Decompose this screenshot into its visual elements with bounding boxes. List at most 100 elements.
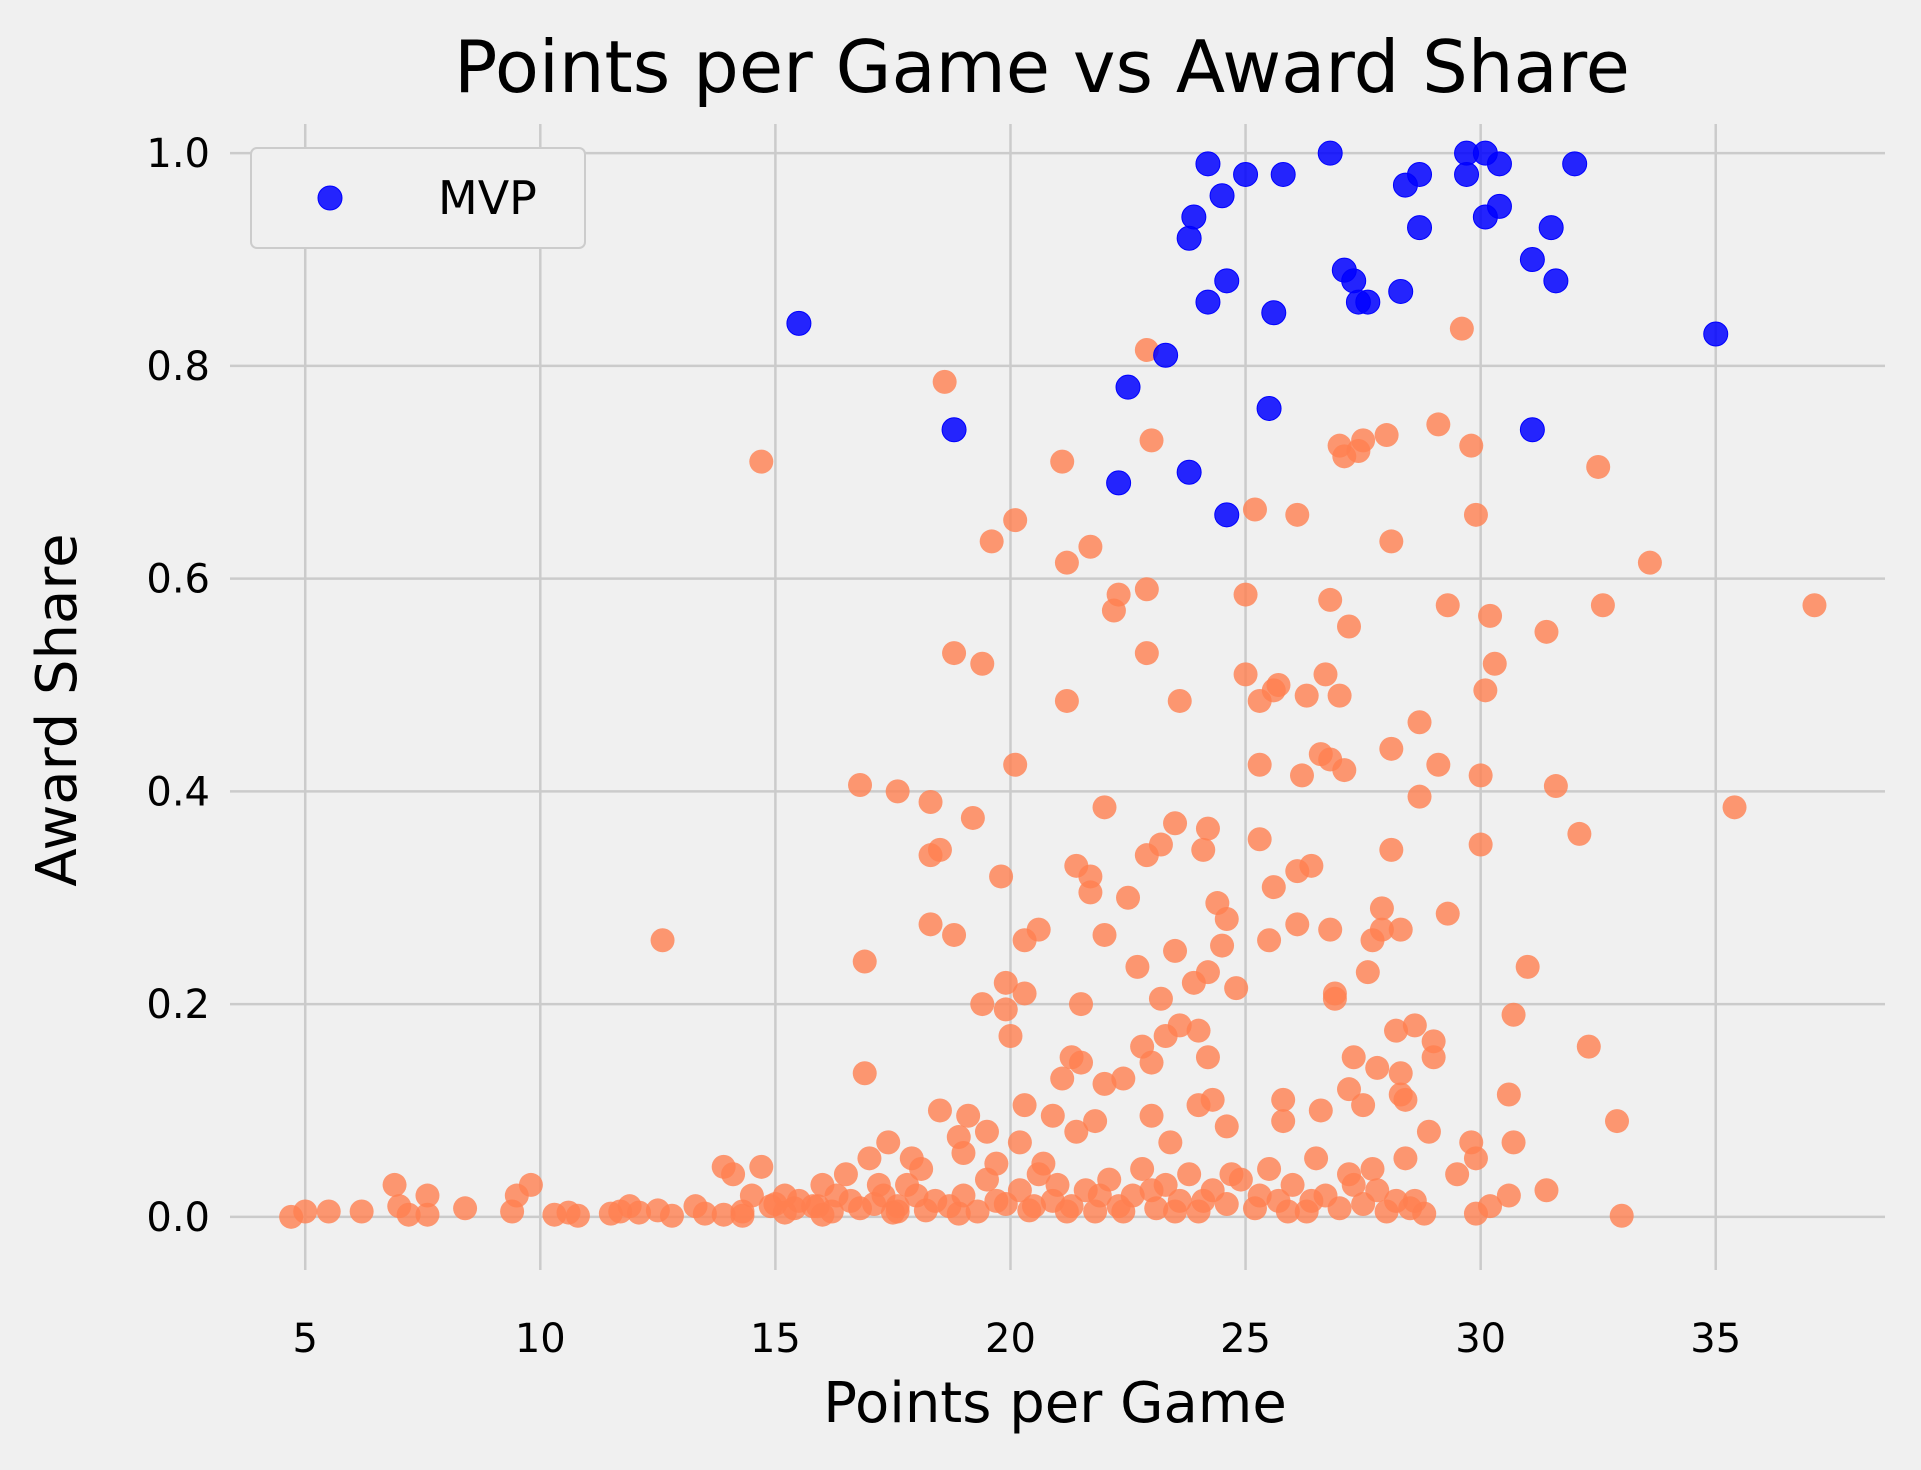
other-point xyxy=(453,1196,478,1221)
other-point xyxy=(1402,1013,1427,1038)
other-point xyxy=(1289,763,1314,788)
other-point xyxy=(1369,917,1394,942)
other-point xyxy=(927,837,952,862)
other-point xyxy=(1083,1109,1108,1134)
other-point xyxy=(1116,885,1141,910)
other-point xyxy=(946,1201,971,1226)
other-point xyxy=(1139,1050,1164,1075)
other-point xyxy=(1501,1002,1526,1027)
other-point xyxy=(1163,811,1188,836)
other-point xyxy=(415,1183,440,1208)
other-point xyxy=(1003,752,1028,777)
mvp-point xyxy=(1270,161,1296,187)
other-point xyxy=(1275,1199,1300,1224)
other-point xyxy=(730,1199,755,1224)
other-point xyxy=(970,992,995,1017)
other-point xyxy=(1012,1093,1037,1118)
mvp-point xyxy=(1454,161,1480,187)
other-point xyxy=(1637,550,1662,575)
other-point xyxy=(1360,1156,1385,1181)
other-point xyxy=(1158,1130,1183,1155)
other-point xyxy=(1191,1188,1216,1213)
other-point xyxy=(951,1141,976,1165)
other-point xyxy=(1586,454,1611,479)
other-point xyxy=(974,1167,999,1192)
other-point xyxy=(749,449,774,474)
mvp-point xyxy=(1543,268,1569,294)
other-point xyxy=(956,1103,981,1128)
other-point xyxy=(909,1156,934,1181)
other-point xyxy=(1087,1183,1112,1208)
other-point xyxy=(749,1154,774,1179)
other-point xyxy=(1106,582,1131,607)
other-point xyxy=(960,805,985,830)
other-point xyxy=(1257,1156,1282,1181)
other-point xyxy=(852,949,877,974)
other-point xyxy=(316,1199,341,1224)
other-point xyxy=(1327,683,1352,708)
mvp-point xyxy=(1538,215,1564,241)
other-point xyxy=(1445,1162,1470,1187)
other-point xyxy=(1351,428,1376,453)
other-point xyxy=(1139,1103,1164,1128)
other-point xyxy=(1167,688,1192,713)
other-point xyxy=(1365,1178,1390,1203)
other-point xyxy=(1130,1156,1155,1181)
other-point xyxy=(349,1199,374,1224)
mvp-point xyxy=(1106,470,1132,496)
other-point xyxy=(974,1119,999,1144)
other-point xyxy=(984,1188,1009,1213)
other-point xyxy=(1332,758,1357,783)
other-point xyxy=(1369,896,1394,921)
other-point xyxy=(1144,1196,1169,1221)
other-point xyxy=(1233,582,1258,607)
other-point xyxy=(989,864,1014,889)
other-point xyxy=(1040,1103,1065,1128)
other-series xyxy=(279,316,1827,1229)
other-point xyxy=(951,1183,976,1208)
y-tick-labels: 0.0 0.2 0.4 0.6 0.8 1.0 xyxy=(146,131,210,1241)
other-point xyxy=(721,1162,746,1187)
other-point xyxy=(1078,534,1103,559)
other-point xyxy=(1214,1192,1239,1217)
other-point xyxy=(833,1162,858,1187)
other-point xyxy=(1384,1018,1409,1043)
other-point xyxy=(1200,1087,1225,1112)
other-point xyxy=(1271,1109,1296,1134)
other-point xyxy=(1341,1172,1366,1197)
other-point xyxy=(1214,1114,1239,1139)
other-point xyxy=(711,1202,736,1227)
mvp-point xyxy=(1115,374,1141,400)
other-point xyxy=(942,922,967,947)
other-point xyxy=(1482,651,1507,676)
other-point xyxy=(927,1098,952,1123)
other-point xyxy=(1280,1172,1305,1197)
y-tick-label: 0.0 xyxy=(146,1195,210,1241)
x-tick-label: 30 xyxy=(1455,1316,1506,1362)
other-point xyxy=(852,1061,877,1086)
other-point xyxy=(1210,933,1235,958)
other-point xyxy=(1007,1130,1032,1155)
other-point xyxy=(970,651,995,676)
other-point xyxy=(1026,1162,1051,1187)
other-point xyxy=(1078,880,1103,905)
other-point xyxy=(1473,678,1498,703)
other-point xyxy=(659,1203,684,1228)
other-point xyxy=(1195,1045,1220,1070)
other-point xyxy=(1388,917,1413,942)
other-point xyxy=(1590,593,1615,618)
mvp-point xyxy=(1519,247,1545,273)
other-point xyxy=(993,997,1018,1022)
other-point xyxy=(1341,1045,1366,1070)
other-point xyxy=(1257,928,1282,953)
other-point xyxy=(1374,423,1399,448)
other-point xyxy=(1351,1093,1376,1118)
other-point xyxy=(942,641,967,666)
other-point xyxy=(1191,837,1216,862)
mvp-point xyxy=(1486,193,1512,219)
chart-title: Points per Game vs Award Share xyxy=(454,25,1630,109)
other-point xyxy=(565,1203,590,1228)
mvp-point xyxy=(1388,278,1414,304)
other-point xyxy=(1003,508,1028,533)
